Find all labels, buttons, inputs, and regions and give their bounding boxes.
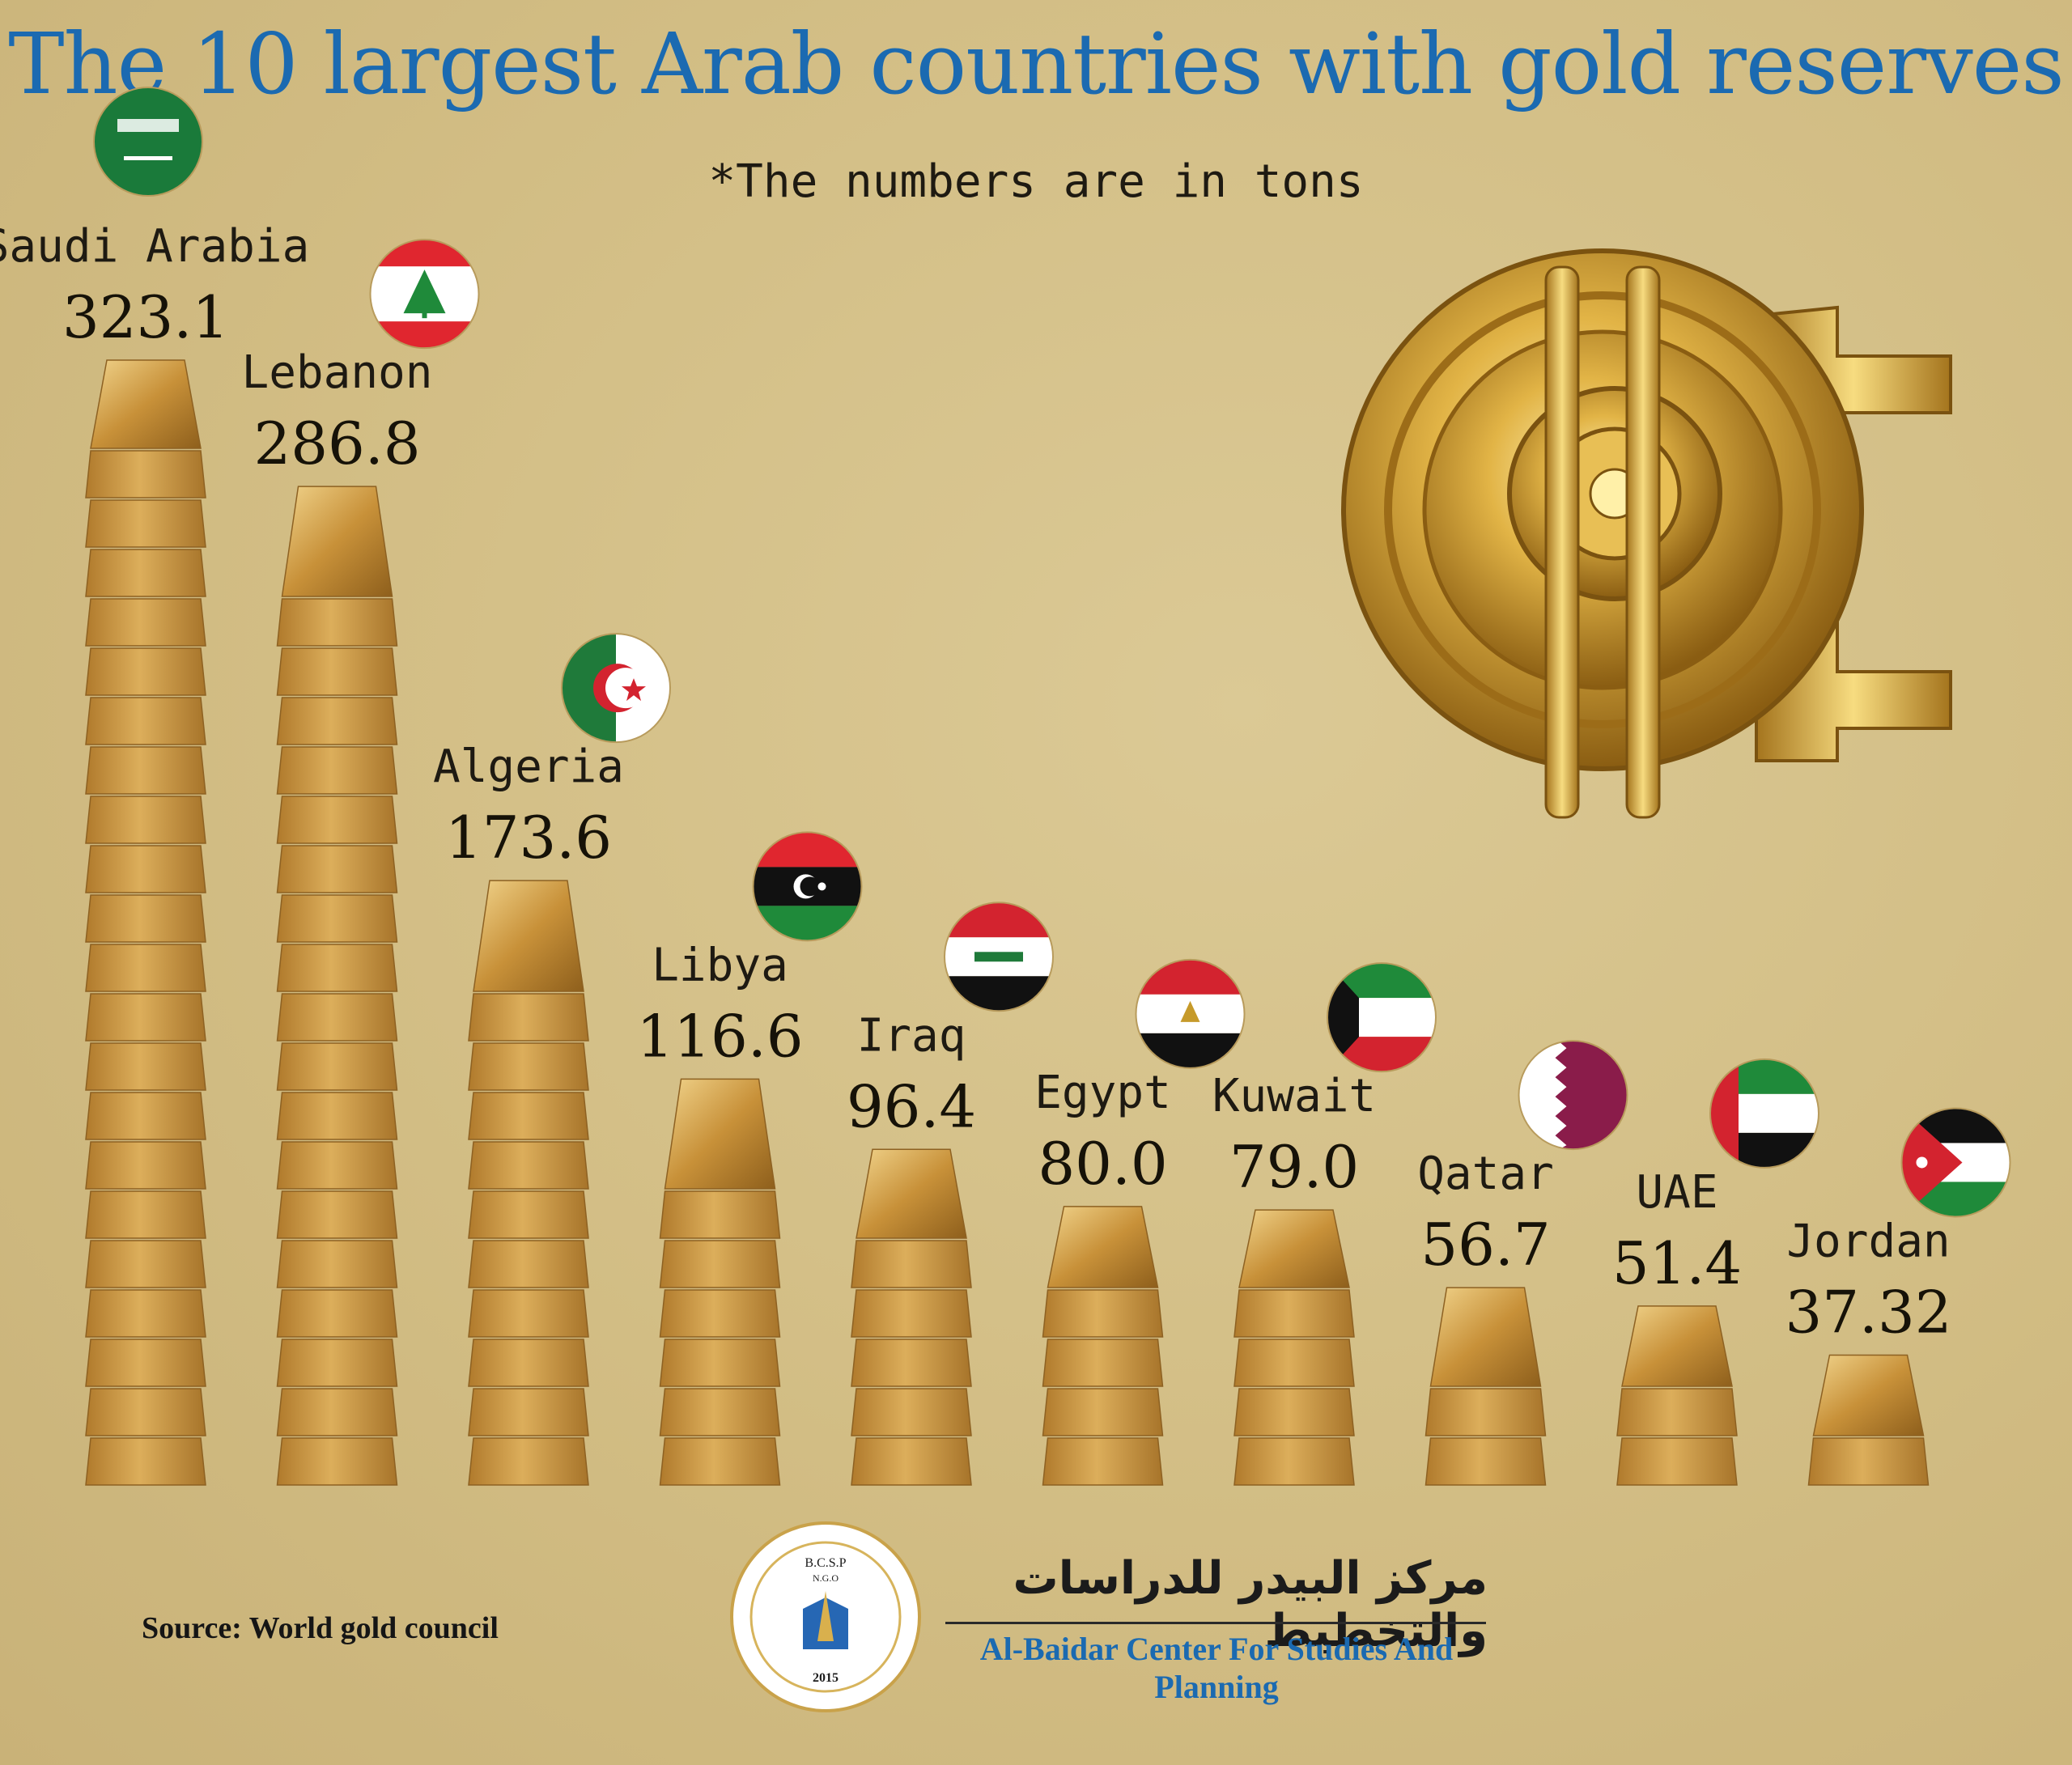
bar-kuwait: [1233, 1209, 1355, 1486]
algeria-flag-icon: [561, 633, 671, 744]
value-label-libya: 116.6: [636, 1002, 803, 1070]
libya-flag-icon: [752, 831, 863, 942]
value-label-uae: 51.4: [1612, 1229, 1742, 1297]
chart-title: The 10 largest Arab countries with gold …: [8, 15, 2064, 113]
logo-ngo: N.G.O: [813, 1572, 839, 1584]
bar-iraq: [851, 1148, 972, 1486]
country-label-qatar: Qatar: [1417, 1148, 1554, 1200]
bars-layer: [85, 359, 1930, 1486]
bar-qatar: [1424, 1287, 1547, 1486]
value-label-lebanon: 286.8: [253, 409, 420, 477]
qatar-flag-icon: [1518, 1040, 1628, 1151]
bar-uae: [1616, 1305, 1738, 1486]
organization-divider: [945, 1622, 1486, 1624]
source-note: Source: World gold council: [142, 1611, 499, 1645]
country-label-kuwait: Kuwait: [1212, 1070, 1376, 1122]
bar-saudi-arabia: [85, 359, 206, 1486]
country-label-uae: UAE: [1636, 1166, 1717, 1219]
country-label-algeria: Algeria: [433, 740, 624, 793]
kuwait-flag-icon: [1327, 962, 1437, 1073]
logo-abbr: B.C.S.P: [805, 1556, 846, 1570]
value-label-qatar: 56.7: [1420, 1211, 1550, 1279]
bar-egypt: [1042, 1206, 1164, 1486]
country-label-iraq: Iraq: [857, 1009, 966, 1062]
bar-jordan: [1807, 1354, 1930, 1486]
unit-note: *The numbers are in tons: [708, 155, 1364, 208]
country-label-saudi-arabia: Saudi Arabia: [0, 220, 309, 273]
saudi-arabia-flag-icon: [93, 87, 203, 197]
flags-layer: [93, 87, 2011, 1218]
bar-algeria: [468, 880, 589, 1486]
country-label-libya: Libya: [652, 939, 788, 991]
egypt-flag-icon: [1135, 958, 1246, 1069]
bar-lebanon: [276, 486, 398, 1486]
al-baidar-logo: B.C.S.P N.G.O 2015: [730, 1521, 921, 1712]
country-label-lebanon: Lebanon: [241, 346, 432, 399]
bar-libya: [659, 1078, 781, 1486]
country-label-egypt: Egypt: [1034, 1067, 1171, 1119]
value-label-kuwait: 79.0: [1229, 1133, 1359, 1201]
value-label-saudi-arabia: 323.1: [62, 283, 229, 351]
vault-door-illustration: [1341, 248, 1952, 819]
value-label-algeria: 173.6: [445, 804, 612, 872]
logo-year: 2015: [813, 1671, 839, 1685]
uae-flag-icon: [1709, 1058, 1819, 1169]
value-label-jordan: 37.32: [1785, 1278, 1951, 1346]
iraq-flag-icon: [944, 902, 1054, 1012]
lebanon-flag-icon: [369, 239, 480, 350]
labels-layer: 323.1 Saudi Arabia 286.8 Lebanon 173.6 Algeri…: [0, 220, 1952, 1346]
jordan-flag-icon: [1900, 1107, 2011, 1218]
country-label-jordan: Jordan: [1786, 1215, 1950, 1267]
value-label-iraq: 96.4: [847, 1072, 976, 1140]
organization-name-english: Al-Baidar Center For Studies And Plannin…: [979, 1631, 1454, 1705]
organization-name-arabic: مركز البيدر للدراسات والتخطيط: [1013, 1552, 1488, 1657]
value-label-egypt: 80.0: [1038, 1130, 1167, 1198]
